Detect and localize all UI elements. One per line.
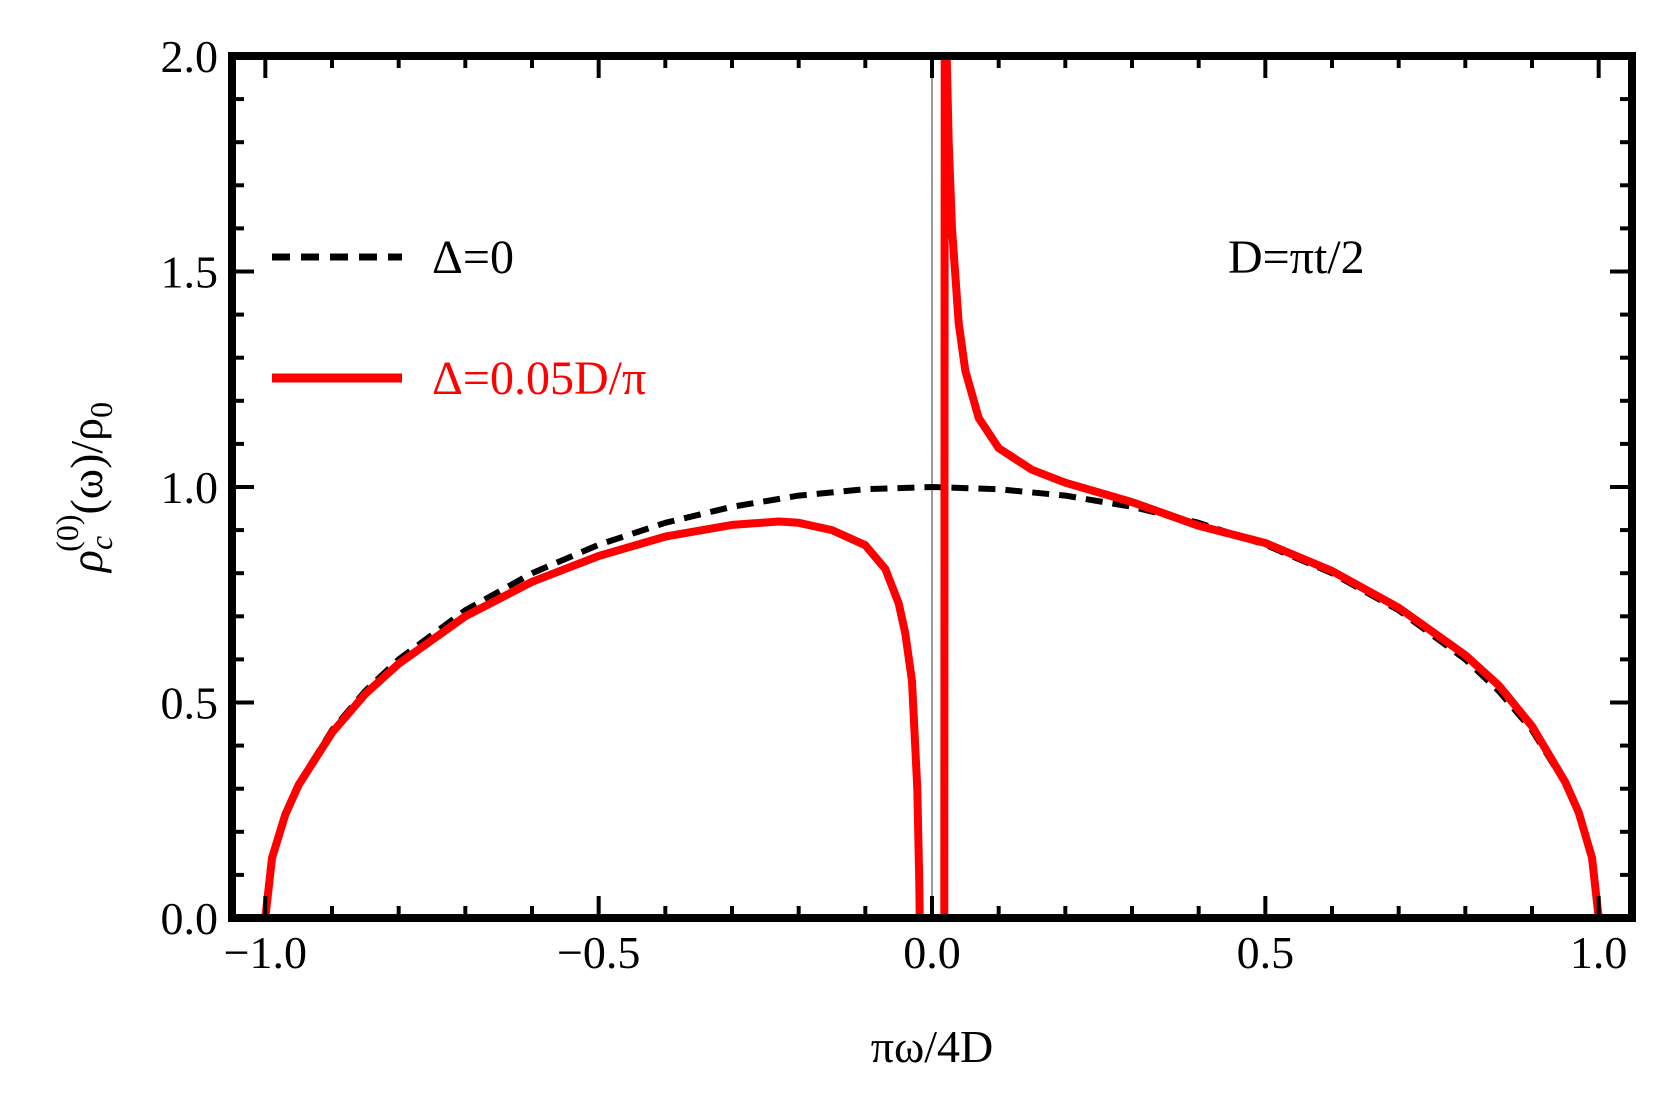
x-tick-label: 1.0 xyxy=(1570,927,1628,978)
series-line-delta-zero xyxy=(262,484,1602,918)
y-tick-label: 1.5 xyxy=(161,247,219,298)
y-tick-label: 1.0 xyxy=(161,462,219,513)
x-tick-label: −1.0 xyxy=(224,927,307,978)
x-tick-label: 0.0 xyxy=(903,927,961,978)
legend-label-delta-zero: Δ=0 xyxy=(432,231,514,284)
y-tick-label: 0.5 xyxy=(161,678,219,729)
y-tick-label: 2.0 xyxy=(161,31,219,82)
x-axis-title: πω/4D xyxy=(871,1021,994,1072)
x-tick-label: 0.5 xyxy=(1237,927,1295,978)
plot-frame xyxy=(228,52,1636,922)
x-tick-label: −0.5 xyxy=(557,927,640,978)
y-tick-labels: 0.0 0.5 1.0 1.5 2.0 xyxy=(161,31,219,944)
y-tick-label: 0.0 xyxy=(161,893,219,944)
parameter-annotation: D=πt/2 xyxy=(1228,231,1365,284)
y-axis-title: ρc(0)(ω)/ρ0 xyxy=(49,402,119,574)
legend: Δ=0 Δ=0.05D/π xyxy=(272,231,646,405)
x-tick-labels: −1.0 −0.5 0.0 0.5 1.0 xyxy=(224,927,1628,978)
series-line-delta-finite xyxy=(261,56,1603,918)
legend-label-delta-finite: Δ=0.05D/π xyxy=(432,352,646,405)
